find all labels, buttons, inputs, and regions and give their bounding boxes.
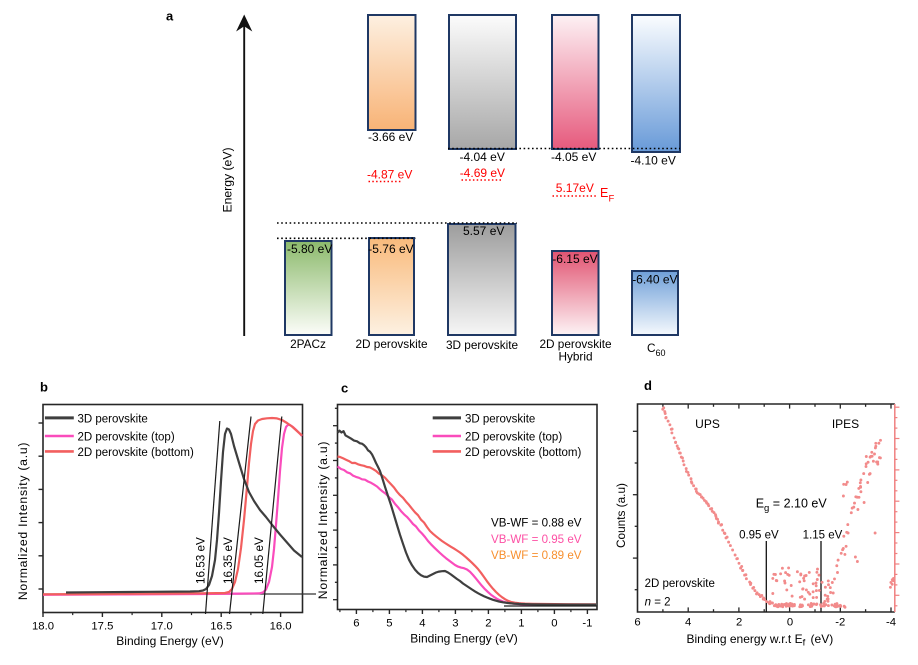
svg-text:6: 6: [634, 617, 640, 629]
svg-text:-2: -2: [835, 617, 845, 629]
svg-text:-6.15 eV: -6.15 eV: [552, 252, 597, 266]
svg-text:16.0: 16.0: [270, 621, 292, 633]
svg-text:60: 60: [656, 348, 666, 358]
svg-text:Eg = 2.10 eV: Eg = 2.10 eV: [756, 497, 828, 514]
svg-text:5: 5: [386, 618, 392, 630]
svg-text:16.05 eV: 16.05 eV: [253, 537, 266, 584]
svg-text:4: 4: [419, 618, 425, 630]
svg-text:VB-WF = 0.95 eV: VB-WF = 0.95 eV: [491, 533, 582, 546]
svg-text:4: 4: [685, 617, 691, 629]
svg-text:2: 2: [736, 617, 742, 629]
svg-text:1: 1: [518, 618, 524, 630]
svg-text:5.57 eV: 5.57 eV: [463, 224, 504, 238]
svg-text:VB-WF = 0.88 eV: VB-WF = 0.88 eV: [491, 517, 582, 530]
svg-text:2D perovskite (top): 2D perovskite (top): [78, 431, 175, 443]
svg-text:2: 2: [485, 618, 491, 630]
svg-text:-4.10 eV: -4.10 eV: [631, 154, 676, 168]
svg-text:3D perovskite: 3D perovskite: [446, 338, 519, 352]
svg-text:16.5: 16.5: [210, 621, 232, 633]
svg-text:6: 6: [353, 618, 359, 630]
svg-text:-3.66 eV: -3.66 eV: [368, 130, 413, 144]
svg-text:F: F: [609, 194, 615, 205]
svg-text:2D perovskite (bottom): 2D perovskite (bottom): [78, 447, 194, 459]
svg-text:3D perovskite: 3D perovskite: [78, 413, 148, 425]
svg-text:Binding Energy (eV): Binding Energy (eV): [410, 632, 517, 646]
svg-text:c: c: [341, 381, 348, 396]
svg-text:E: E: [600, 186, 608, 200]
svg-text:2PACz: 2PACz: [290, 337, 326, 351]
svg-text:d: d: [644, 378, 652, 393]
svg-text:3D perovskite: 3D perovskite: [465, 413, 535, 425]
svg-text:17.0: 17.0: [151, 621, 173, 633]
svg-text:UPS: UPS: [695, 417, 720, 431]
svg-text:-6.40 eV: -6.40 eV: [632, 273, 677, 287]
svg-text:0.95 eV: 0.95 eV: [739, 529, 779, 541]
svg-text:Normalized Intensity (a.u): Normalized Intensity (a.u): [316, 441, 330, 599]
svg-text:16.35 eV: 16.35 eV: [222, 537, 235, 584]
svg-text:-4.87 eV: -4.87 eV: [367, 168, 412, 182]
svg-text:-1: -1: [582, 618, 592, 630]
svg-text:VB-WF = 0.89 eV: VB-WF = 0.89 eV: [491, 549, 582, 562]
svg-text:2D perovskite (top): 2D perovskite (top): [465, 431, 562, 443]
svg-text:Energy (eV): Energy (eV): [221, 147, 235, 212]
svg-text:-5.80 eV: -5.80 eV: [287, 242, 332, 256]
svg-text:Binding energy w.r.t Ef (eV): Binding energy w.r.t Ef (eV): [687, 632, 834, 649]
svg-text:Normalized Intensity (a.u): Normalized Intensity (a.u): [16, 442, 30, 600]
svg-text:-5.76 eV: -5.76 eV: [368, 242, 413, 256]
svg-text:-4.69 eV: -4.69 eV: [460, 166, 505, 180]
svg-text:-4.05 eV: -4.05 eV: [551, 150, 596, 164]
svg-text:Counts (a.u): Counts (a.u): [614, 483, 628, 548]
svg-text:C: C: [647, 341, 656, 355]
svg-text:3: 3: [452, 618, 458, 630]
svg-text:-4.04 eV: -4.04 eV: [460, 150, 505, 164]
svg-text:b: b: [40, 380, 48, 395]
svg-text:Hybrid: Hybrid: [558, 350, 592, 364]
svg-text:16.53 eV: 16.53 eV: [195, 537, 208, 584]
svg-text:2D perovskite (bottom): 2D perovskite (bottom): [465, 447, 581, 459]
svg-text:17.5: 17.5: [91, 621, 113, 633]
svg-text:5.17eV: 5.17eV: [556, 181, 594, 195]
svg-text:2D perovskite: 2D perovskite: [355, 337, 428, 351]
svg-text:-4: -4: [886, 617, 896, 629]
svg-text:a: a: [166, 9, 174, 24]
svg-text:IPES: IPES: [832, 417, 859, 431]
svg-text:2D perovskite: 2D perovskite: [539, 337, 612, 351]
svg-text:n = 2: n = 2: [645, 597, 671, 609]
svg-text:Binding Energy (eV): Binding Energy (eV): [116, 634, 223, 648]
svg-text:2D perovskite: 2D perovskite: [645, 578, 715, 590]
svg-text:0: 0: [551, 618, 557, 630]
svg-text:0: 0: [787, 617, 793, 629]
svg-text:1.15 eV: 1.15 eV: [803, 529, 843, 541]
svg-text:18.0: 18.0: [32, 621, 54, 633]
